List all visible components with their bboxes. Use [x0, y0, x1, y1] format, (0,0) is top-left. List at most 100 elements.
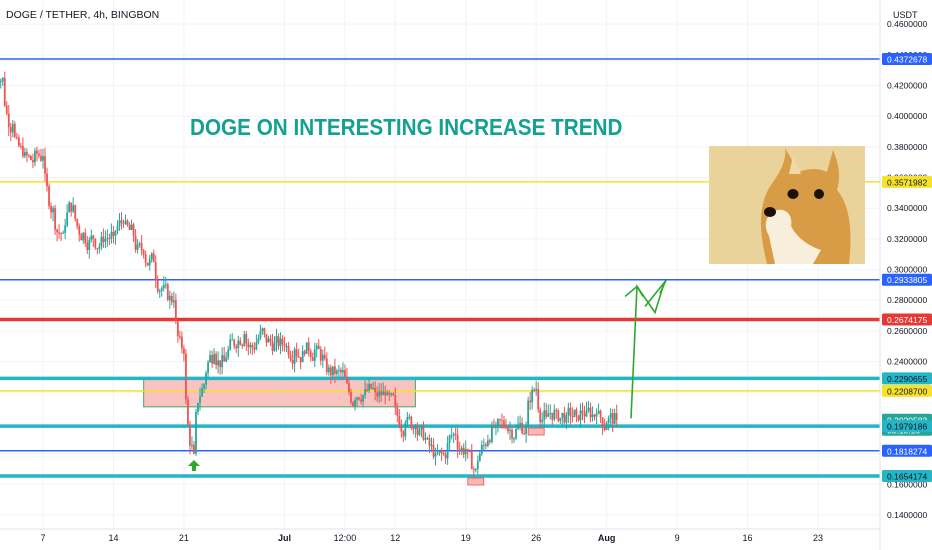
candle-body [362, 395, 364, 402]
candle-body [243, 333, 246, 346]
candle-body [269, 338, 272, 342]
candle-body [331, 366, 334, 376]
projection-path [630, 283, 665, 419]
candle-body [9, 127, 12, 133]
candle-body [40, 155, 42, 161]
candle-body [257, 338, 260, 343]
candle-body [488, 440, 491, 442]
candle-body [253, 347, 256, 350]
candle-body [456, 435, 459, 450]
candle-body [549, 412, 552, 414]
price-label-badge [882, 313, 932, 326]
candle-body [134, 235, 137, 250]
candle-body [410, 416, 413, 429]
candle-body [344, 370, 346, 377]
candle-body [442, 453, 445, 455]
candle-body [428, 438, 431, 446]
candle-body [388, 392, 391, 395]
candle-body [493, 425, 495, 427]
candle-body [120, 220, 123, 223]
candle-body [599, 410, 602, 418]
candle-body [70, 202, 73, 212]
candle-body [17, 137, 20, 146]
candle-body [86, 243, 89, 251]
candle-body [162, 284, 165, 289]
candle-body [299, 357, 302, 363]
price-label-text: 0.1818274 [887, 446, 927, 456]
time-tick-label: 16 [743, 533, 753, 543]
candle-body [517, 424, 519, 430]
candle-body [1, 77, 4, 82]
time-tick-label: 12:00 [334, 533, 357, 543]
candle-body [418, 429, 421, 435]
candle-body [315, 345, 318, 350]
candle-body [13, 123, 16, 137]
candle-body [495, 426, 497, 428]
candle-body [482, 444, 485, 446]
candle-body [541, 419, 544, 423]
candle-body [511, 429, 513, 439]
candle-body [368, 383, 371, 391]
candle-body [611, 413, 614, 424]
candle-body [505, 426, 507, 428]
candle-body [231, 339, 234, 341]
candle-body [613, 413, 616, 424]
candle-body [7, 113, 10, 128]
candle-body [523, 433, 526, 435]
candle-body [531, 389, 534, 403]
candle-body [422, 425, 425, 440]
candle-body [486, 440, 489, 446]
candle-body [615, 413, 618, 420]
candle-body [287, 346, 290, 356]
candle-body [348, 383, 350, 393]
time-axis[interactable]: 7 14 21 Jul 12:00 12 19 26 Aug 9 16 23 [0, 528, 880, 543]
candle-body [378, 391, 381, 397]
candle-body [261, 328, 264, 331]
candle-body [164, 284, 167, 286]
candle-body [259, 330, 262, 339]
price-axis[interactable]: USDT0.46000000.44000000.42000000.4000000… [879, 0, 932, 550]
candle-body [462, 447, 465, 455]
candle-body [440, 450, 443, 454]
candle-body [199, 396, 201, 403]
price-tick-label: 0.3200000 [887, 234, 927, 244]
candle-body [241, 344, 244, 346]
candle-body [168, 295, 171, 300]
candle-body [545, 410, 548, 417]
candle-body [406, 417, 409, 423]
candle-body [50, 206, 52, 213]
price-label-badge [882, 372, 932, 385]
candle-body [235, 346, 238, 349]
price-label-badge [882, 53, 932, 66]
candle-body [211, 355, 213, 364]
candle-body [420, 425, 423, 430]
projection-arrowhead [644, 279, 667, 308]
candle-body [521, 423, 523, 434]
projection-arrow-layer [624, 279, 667, 419]
candle-body [140, 243, 143, 251]
doge-ear-inner [789, 156, 801, 174]
candle-body [126, 220, 129, 225]
doge-eye [787, 189, 799, 199]
doge-eye [814, 189, 824, 199]
price-label-text: 0.4372678 [887, 55, 927, 65]
candle-body [480, 444, 483, 454]
candle-body [305, 342, 308, 354]
candle-body [342, 370, 344, 373]
candle-body [587, 407, 590, 411]
candle-body [323, 354, 326, 359]
candle-body [414, 426, 417, 430]
candle-body [138, 243, 141, 245]
candle-body [46, 173, 48, 187]
candle-body [189, 424, 191, 446]
candle-body [313, 349, 316, 361]
candle-body [452, 434, 455, 436]
candle-body [185, 353, 187, 400]
candle-body [529, 400, 532, 403]
candle-body [497, 419, 499, 427]
candle-body [60, 233, 63, 235]
candle-body [265, 333, 268, 343]
candle-body [319, 349, 322, 361]
time-tick-label: 7 [40, 533, 45, 543]
